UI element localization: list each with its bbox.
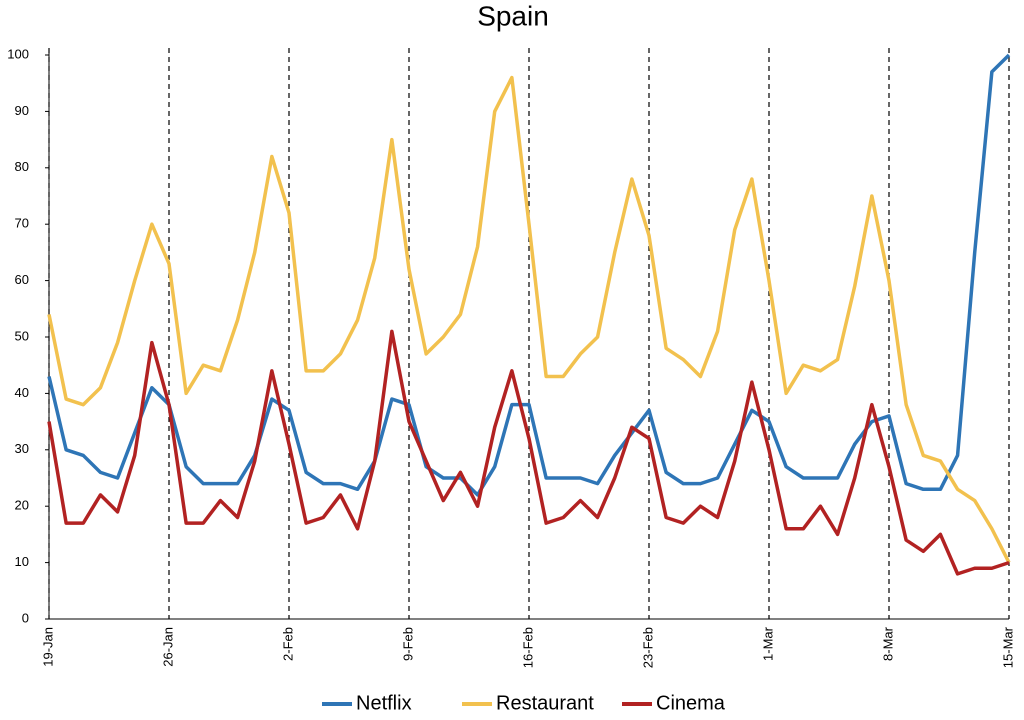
y-tick-label: 10 bbox=[15, 554, 29, 569]
line-series bbox=[47, 329, 1010, 576]
x-tick-label: 26-Jan bbox=[160, 627, 175, 667]
y-tick-label: 80 bbox=[15, 159, 29, 174]
x-tick-label: 19-Jan bbox=[40, 627, 55, 667]
x-tick-label: 2-Feb bbox=[280, 627, 295, 661]
x-tick-label: 16-Feb bbox=[520, 627, 535, 668]
x-tick-label: 1-Mar bbox=[760, 626, 775, 661]
y-tick-label: 70 bbox=[15, 216, 29, 231]
x-tick-label: 23-Feb bbox=[640, 627, 655, 668]
y-tick-label: 0 bbox=[22, 610, 29, 625]
y-tick-label: 100 bbox=[7, 46, 29, 61]
chart-title: Spain bbox=[477, 0, 549, 31]
y-tick-label: 60 bbox=[15, 272, 29, 287]
y-tick-label: 90 bbox=[15, 103, 29, 118]
x-tick-label: 9-Feb bbox=[400, 627, 415, 661]
x-tick-label: 8-Mar bbox=[880, 626, 895, 661]
y-tick-label: 30 bbox=[15, 441, 29, 456]
y-tick-label: 20 bbox=[15, 498, 29, 513]
y-tick-label: 50 bbox=[15, 328, 29, 343]
legend-label: Restaurant bbox=[496, 692, 594, 714]
line-series bbox=[47, 53, 1011, 497]
y-tick-label: 40 bbox=[15, 385, 29, 400]
x-tick-label: 15-Mar bbox=[1000, 626, 1015, 668]
legend-label: Netflix bbox=[356, 692, 412, 714]
legend-label: Cinema bbox=[656, 692, 726, 714]
line-series bbox=[47, 75, 1011, 564]
